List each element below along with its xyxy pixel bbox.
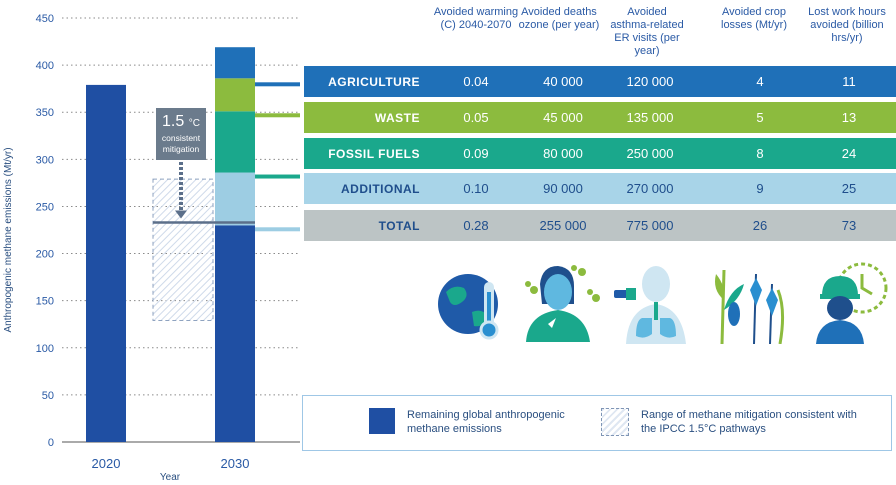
legend-remaining-label: Remaining global anthropogenic methane e… [407, 409, 565, 435]
bar-2030-segment-waste [215, 78, 255, 112]
cell-asthma: 250 000 [626, 146, 674, 161]
x-axis-label: Year [160, 472, 181, 483]
header-work-hours: Lost work hours avoided (billion hrs/yr) [808, 6, 886, 44]
cell-work: 24 [841, 146, 857, 161]
row-label: TOTAL [378, 218, 420, 233]
cell-asthma: 135 000 [626, 110, 674, 125]
cell-crops: 26 [752, 218, 768, 233]
inhaler-lungs-icon [614, 266, 686, 344]
y-tick-label: 0 [48, 437, 54, 449]
y-tick-label: 100 [36, 343, 54, 355]
cell-work: 13 [841, 110, 857, 125]
row-label: WASTE [374, 110, 420, 125]
crops-icon [715, 269, 785, 344]
cell-deaths: 80 000 [543, 146, 583, 161]
cell-crops: 9 [756, 181, 764, 196]
segment-connector [255, 227, 300, 232]
bar-2020 [86, 84, 126, 443]
y-tick-label: 350 [36, 107, 54, 119]
cell-asthma: 120 000 [626, 74, 674, 89]
table-row-waste: WASTE 0.05 45 000 135 000 5 13 [304, 102, 896, 133]
legend-swatch-range [601, 408, 629, 436]
cell-deaths: 45 000 [543, 110, 583, 125]
cell-warming: 0.04 [463, 74, 489, 89]
globe-thermometer-icon [438, 274, 499, 340]
cell-warming: 0.05 [463, 110, 489, 125]
bar-2030-segment-fossil-fuels [215, 111, 255, 173]
legend-range-label: Range of methane mitigation consistent w… [641, 409, 857, 435]
bar-2030-segment-additional [215, 172, 255, 226]
cell-deaths: 255 000 [539, 218, 587, 233]
person-coughing-icon [525, 265, 600, 342]
legend-swatch-remaining [369, 408, 395, 434]
segment-connector [255, 113, 300, 118]
header-avoided-warming: Avoided warming (C) 2040-2070 [433, 6, 519, 31]
y-tick-label: 250 [36, 201, 54, 213]
annotation-arrow-head [175, 210, 187, 219]
cell-work: 25 [841, 181, 857, 196]
cell-asthma: 775 000 [626, 218, 674, 233]
y-tick-label: 450 [36, 13, 54, 25]
y-axis-label: Anthropogenic methane emissions (Mt/yr) [3, 147, 14, 332]
cell-warming: 0.09 [463, 146, 489, 161]
emissions-bar-chart: 0 50 100 150 200 250 300 350 400 450 Anthropogenic… [3, 13, 300, 483]
annotation-box [156, 108, 206, 160]
header-crop-losses: Avoided crop losses (Mt/yr) [721, 6, 787, 31]
x-tick-label: 2030 [221, 456, 250, 471]
annotation-value: 1.5 °C [162, 113, 200, 130]
y-tick-label: 50 [42, 390, 54, 402]
cell-deaths: 40 000 [543, 74, 583, 89]
bar-2030-segment-agriculture [215, 47, 255, 79]
chart-legend: Remaining global anthropogenic methane e… [302, 395, 892, 451]
row-label: ADDITIONAL [341, 181, 420, 196]
cell-crops: 8 [756, 146, 764, 161]
y-tick-label: 300 [36, 154, 54, 166]
x-tick-label: 2020 [92, 456, 121, 471]
cell-crops: 5 [756, 110, 764, 125]
table-row-additional: ADDITIONAL 0.10 90 000 270 000 9 25 [304, 173, 896, 204]
cell-deaths: 90 000 [543, 181, 583, 196]
table-row-fossil-fuels: FOSSIL FUELS 0.09 80 000 250 000 8 24 [304, 138, 896, 169]
cell-crops: 4 [756, 74, 764, 89]
cell-work: 73 [841, 218, 857, 233]
cell-asthma: 270 000 [626, 181, 674, 196]
header-asthma-visits: Avoided asthma-related ER visits (per ye… [610, 6, 684, 57]
worker-clock-icon [816, 262, 888, 344]
segment-connector [255, 82, 300, 87]
y-tick-label: 200 [36, 249, 54, 261]
table-row-agriculture: AGRICULTURE 0.04 40 000 120 000 4 11 [304, 66, 896, 97]
y-tick-label: 150 [36, 296, 54, 308]
header-avoided-deaths: Avoided deaths ozone (per year) [518, 6, 600, 31]
annotation-text-line1: consistent [162, 133, 201, 143]
mitigation-range-box [152, 178, 214, 321]
cell-warming: 0.10 [463, 181, 489, 196]
bar-2030-remaining [215, 225, 255, 442]
cell-warming: 0.28 [463, 218, 489, 233]
row-label: FOSSIL FUELS [328, 146, 420, 161]
segment-connector [255, 174, 300, 179]
annotation-text-line2: mitigation [163, 144, 200, 154]
row-label: AGRICULTURE [328, 74, 420, 89]
y-tick-label: 400 [36, 60, 54, 72]
table-row-total: TOTAL 0.28 255 000 775 000 26 73 [304, 210, 896, 241]
cell-work: 11 [842, 74, 856, 89]
